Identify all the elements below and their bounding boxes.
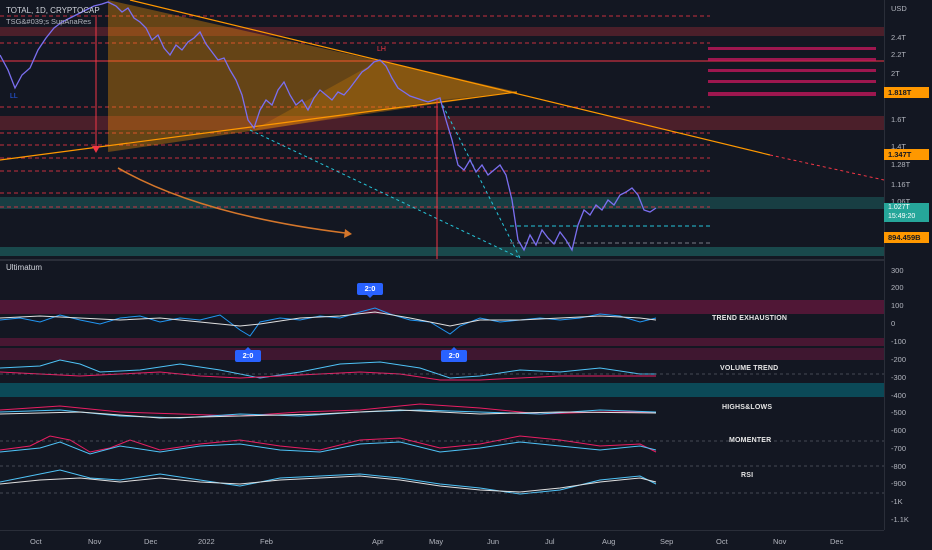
indicator-zone-mid <box>0 338 884 346</box>
indicator-tick: -300 <box>891 373 907 382</box>
indicator-tick: -900 <box>891 479 907 488</box>
time-tick: 2022 <box>198 537 215 546</box>
indicator-tick: -1K <box>891 497 903 506</box>
chart-canvas[interactable]: TOTAL, 1D, CRYPTOCAP TSG&#039;s SupAnaRe… <box>0 0 884 530</box>
price-tick: 1.16T <box>891 180 911 189</box>
price-series <box>0 1 657 252</box>
pane-divider[interactable] <box>0 259 932 261</box>
triangle-pattern <box>0 0 884 259</box>
indicator-tick: -1.1K <box>891 515 909 524</box>
price-tick: 2.4T <box>891 33 907 42</box>
indicator-line[interactable]: TSG&#039;s SupAnaRes <box>6 17 92 26</box>
trend-exhaustion-signal <box>0 311 657 327</box>
projection-arrowhead <box>344 229 352 238</box>
volume-trend-tag: VOLUME TREND <box>720 365 779 372</box>
time-tick: Dec <box>144 537 158 546</box>
time-tick: Oct <box>30 537 42 546</box>
signal-badge[interactable]: 2:0 <box>357 283 383 298</box>
support-zones <box>0 197 884 256</box>
last-price: 1.027T <box>888 204 910 211</box>
indicator-tick: 100 <box>891 301 904 310</box>
indicator-tick: -200 <box>891 355 907 364</box>
indicator-pane-title[interactable]: Ultimatum <box>6 263 43 272</box>
price-tick: 1.06T <box>891 197 911 206</box>
time-tick: May <box>429 537 444 546</box>
momenter-lines <box>0 435 657 455</box>
time-tick: Feb <box>260 537 273 546</box>
bar-countdown: 15:49:20 <box>888 213 916 220</box>
volume-histogram <box>0 359 656 381</box>
indicator-tick: -100 <box>891 337 907 346</box>
price-tick: 2.2T <box>891 50 907 59</box>
teal-levels <box>510 225 710 244</box>
resistance-badge: 1.818T <box>884 87 929 98</box>
resistance-badge: 1.347T <box>884 149 929 160</box>
price-tick: 1.6T <box>891 115 907 124</box>
indicator-tick: -800 <box>891 462 907 471</box>
indicator-zone-top <box>0 300 884 314</box>
time-tick: Sep <box>660 537 674 546</box>
time-tick: Dec <box>830 537 844 546</box>
indicator-tick: -500 <box>891 408 907 417</box>
highs-lows-tag: HIGHS&LOWS <box>722 404 773 411</box>
rsi-tag: RSI <box>741 472 754 479</box>
price-axis[interactable]: USD 2.4T 2.2T 2T 1.6T 1.4T 1.28T 1.16T 1… <box>884 0 932 530</box>
indicator-tick: -700 <box>891 444 907 453</box>
symbol-line[interactable]: TOTAL, 1D, CRYPTOCAP <box>6 6 100 15</box>
highs-lows-lines <box>0 403 657 419</box>
indicator-tick: 0 <box>891 319 896 328</box>
chart-drawing[interactable] <box>0 0 884 530</box>
projection-arrow <box>117 167 346 234</box>
momenter-tag: MOMENTER <box>729 437 772 444</box>
volume-teal-zone <box>0 383 884 397</box>
indicator-tick: -600 <box>891 426 907 435</box>
price-tick: 1.28T <box>891 160 911 169</box>
trend-exhaustion-tag: TREND EXHAUSTION <box>712 315 788 322</box>
time-tick: Jun <box>487 537 500 546</box>
time-tick: Nov <box>88 537 102 546</box>
price-tick: 2T <box>891 69 900 78</box>
time-tick: Jul <box>545 537 555 546</box>
last-price-badge: 1.027T 15:49:20 <box>884 203 929 222</box>
time-tick: Apr <box>372 537 384 546</box>
indicator-tick: 300 <box>891 266 904 275</box>
indicator-tick: 200 <box>891 283 904 292</box>
drop-markers <box>92 15 438 259</box>
price-tick: 1.4T <box>891 142 907 151</box>
time-tick: Oct <box>716 537 728 546</box>
rsi-lines <box>0 469 657 495</box>
indicator-tick: -400 <box>891 391 907 400</box>
ll-annotation: LL <box>10 93 18 100</box>
signal-badge[interactable]: 2:0 <box>441 347 467 362</box>
signal-badge[interactable]: 2:0 <box>235 347 261 362</box>
horizontal-levels <box>0 15 710 208</box>
support-badge: 894.459B <box>884 232 929 243</box>
currency-label: USD <box>891 4 907 13</box>
chart-legend: TOTAL, 1D, CRYPTOCAP TSG&#039;s SupAnaRe… <box>6 5 100 27</box>
resistance-zones <box>0 27 884 130</box>
lh-annotation: LH <box>377 46 386 53</box>
time-tick: Nov <box>773 537 787 546</box>
time-axis[interactable]: Oct Nov Dec 2022 Feb Apr May Jun Jul Aug… <box>0 530 884 550</box>
time-tick: Aug <box>602 537 616 546</box>
